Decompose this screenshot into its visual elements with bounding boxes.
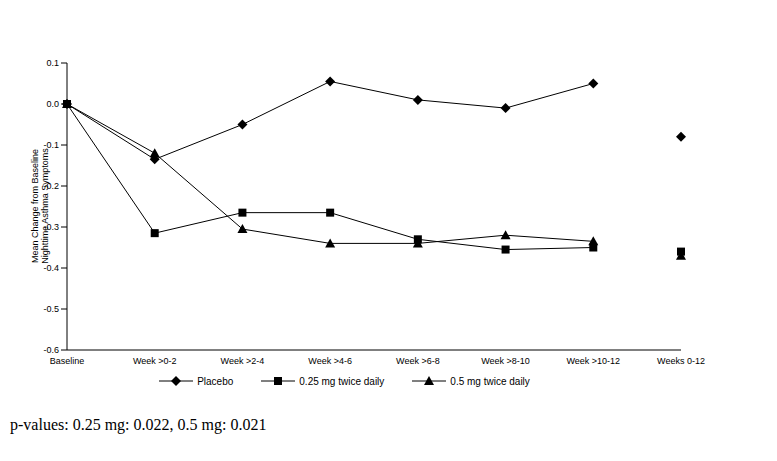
svg-text:0.0: 0.0 [46,99,59,109]
svg-text:Weeks 0-12: Weeks 0-12 [657,356,705,366]
svg-text:-0.5: -0.5 [43,304,59,314]
svg-text:-0.6: -0.6 [43,345,59,355]
svg-text:0.1: 0.1 [46,58,59,68]
svg-text:Week >0-2: Week >0-2 [133,356,177,366]
svg-text:Mean Change from BaselineNight: Mean Change from BaselineNighttime Asthm… [30,148,50,264]
html-text:p-values: 0.25 mg: 0.022, 0.5: p-values: 0.25 mg: 0.022, 0.5 mg: 0.021 [10,416,267,433]
html-text:0.5 mg twice daily: 0.5 mg twice daily [450,375,530,387]
html-text:Placebo: Placebo [197,375,234,387]
svg-text:Baseline: Baseline [50,356,85,366]
svg-text:-0.3: -0.3 [43,222,59,232]
svg-text:-0.4: -0.4 [43,263,59,273]
svg-text:Week >10-12: Week >10-12 [566,356,620,366]
svg-text:-0.1: -0.1 [43,140,59,150]
svg-text:Week >4-6: Week >4-6 [308,356,352,366]
html-text:0.25 mg twice daily: 0.25 mg twice daily [299,375,385,387]
svg-text:Week >2-4: Week >2-4 [221,356,265,366]
svg-text:Week >6-8: Week >6-8 [396,356,440,366]
svg-text:Week >8-10: Week >8-10 [481,356,530,366]
svg-text:-0.2: -0.2 [43,181,59,191]
